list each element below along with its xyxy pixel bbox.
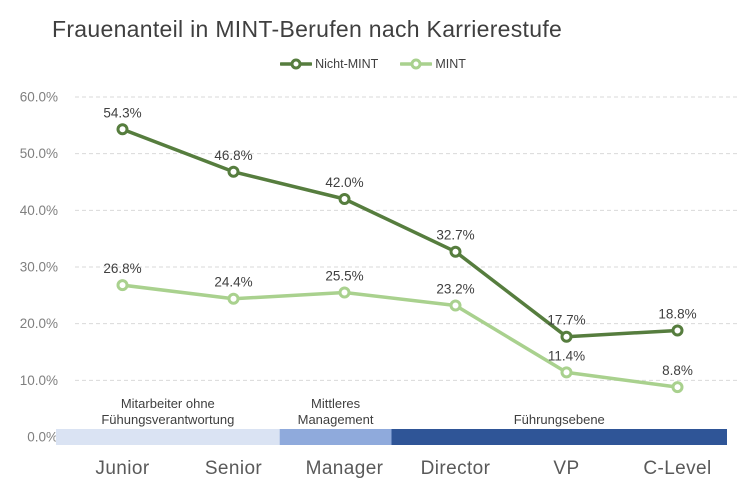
data-point-marker xyxy=(449,245,462,258)
x-axis-category-label: C-Level xyxy=(643,458,711,479)
data-point-label: 32.7% xyxy=(436,228,474,243)
x-axis-category-label: VP xyxy=(553,458,579,479)
data-point-marker xyxy=(227,292,240,305)
y-axis-tick-label: 50.0% xyxy=(20,146,58,161)
band-label: Management xyxy=(298,412,374,427)
career-band-segment xyxy=(56,429,280,445)
series-line-mint xyxy=(120,283,680,389)
data-point-label: 25.5% xyxy=(325,269,363,284)
chart-legend: Nicht-MINT MINT xyxy=(0,57,746,71)
x-axis-category-label: Director xyxy=(421,458,491,479)
x-axis-category-label: Junior xyxy=(95,458,149,479)
data-point-marker xyxy=(671,381,684,394)
data-point-label: 11.4% xyxy=(548,348,585,363)
data-point-label: 26.8% xyxy=(103,261,141,276)
legend-label: Nicht-MINT xyxy=(315,57,379,71)
band-label: Führungsebene xyxy=(514,412,605,427)
legend-line-marker-icon xyxy=(280,58,313,70)
series-line-nicht-mint xyxy=(120,127,680,339)
data-point-marker xyxy=(116,123,129,136)
band-label: Mittleres xyxy=(311,396,361,411)
career-band-segment xyxy=(391,429,727,445)
y-axis-tick-label: 60.0% xyxy=(20,90,58,105)
data-point-label: 46.8% xyxy=(214,148,252,163)
data-point-marker xyxy=(449,299,462,312)
data-point-label: 18.8% xyxy=(658,306,696,321)
data-point-label: 54.3% xyxy=(103,105,141,120)
x-axis-category-label: Senior xyxy=(205,458,263,479)
data-point-marker xyxy=(560,366,573,379)
chart-title: Frauenanteil in MINT-Berufen nach Karrie… xyxy=(52,16,563,42)
legend-label: MINT xyxy=(435,57,466,71)
data-point-marker xyxy=(338,193,351,205)
y-axis-tick-label: 40.0% xyxy=(20,203,58,218)
data-point-marker xyxy=(227,165,240,178)
x-axis-category-label: Manager xyxy=(306,458,384,479)
data-point-marker xyxy=(560,330,573,343)
y-axis-tick-label: 0.0% xyxy=(27,430,58,445)
data-point-label: 17.7% xyxy=(547,313,585,328)
data-point-marker xyxy=(671,324,684,337)
data-point-label: 8.8% xyxy=(662,363,693,378)
legend-item-nicht-mint: Nicht-MINT xyxy=(280,57,378,71)
y-axis-tick-label: 10.0% xyxy=(20,373,58,388)
data-point-label: 23.2% xyxy=(436,282,474,297)
data-point-label: 42.0% xyxy=(325,175,363,190)
y-axis-tick-label: 30.0% xyxy=(20,260,58,275)
y-axis-tick-label: 20.0% xyxy=(20,316,58,331)
band-label: Fühungsverantwortung xyxy=(101,412,234,427)
legend-item-mint: MINT xyxy=(400,57,466,71)
band-label: Mitarbeiter ohne xyxy=(121,396,215,411)
career-band-segment xyxy=(279,429,392,445)
data-point-marker xyxy=(116,279,129,292)
data-point-marker xyxy=(338,286,351,299)
data-point-label: 24.4% xyxy=(214,275,252,290)
legend-line-marker-icon xyxy=(400,58,433,70)
